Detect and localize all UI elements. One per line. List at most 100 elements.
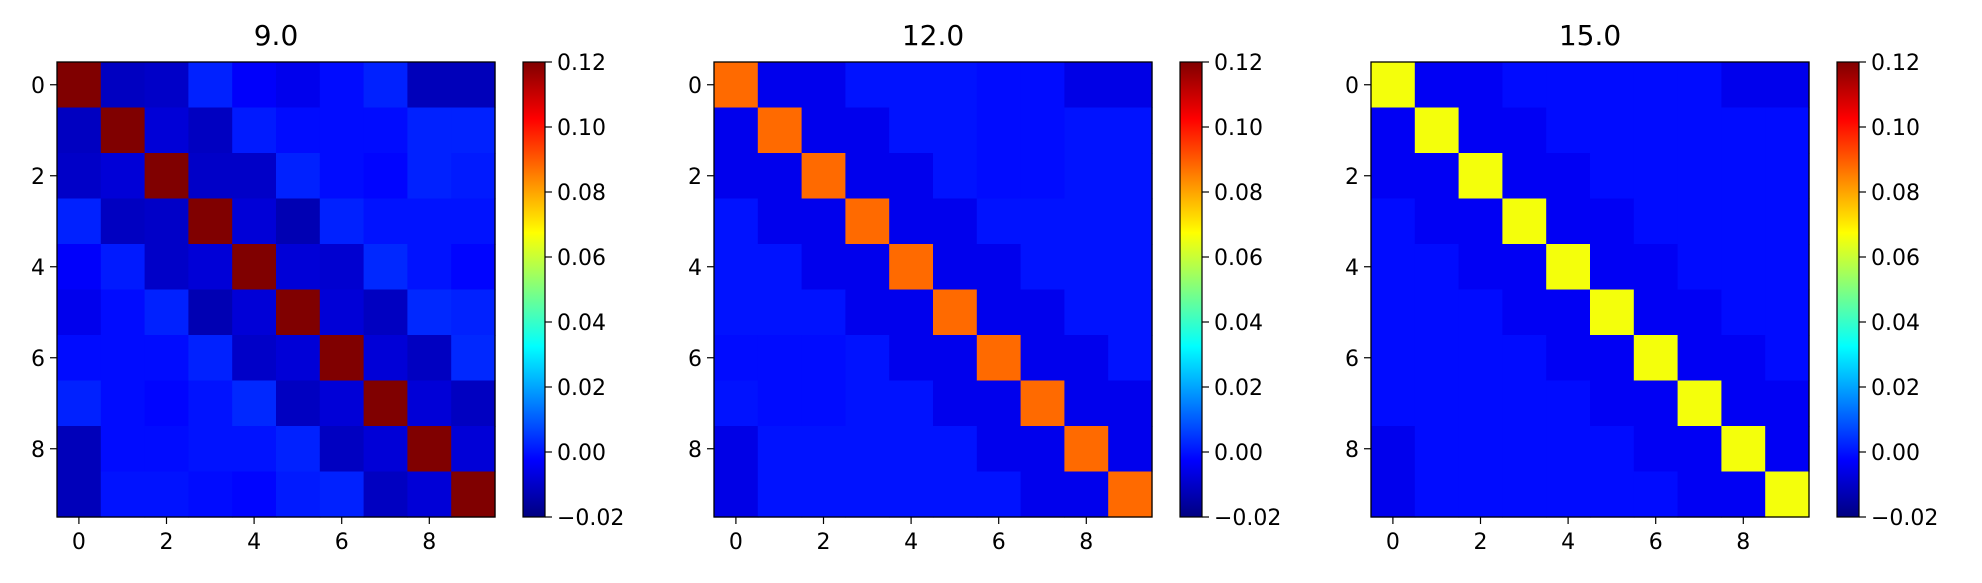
heatmap-cell bbox=[363, 198, 408, 245]
heatmap-cell bbox=[1371, 380, 1416, 427]
heatmap-cell bbox=[144, 471, 189, 518]
heatmap-cell bbox=[1020, 426, 1065, 473]
heatmap-cell bbox=[889, 244, 934, 291]
heatmap-cell bbox=[319, 62, 365, 109]
heatmap-cell bbox=[889, 62, 934, 109]
heatmap-cell bbox=[1546, 471, 1591, 518]
x-tick-label: 0 bbox=[72, 530, 86, 555]
heatmap-cell bbox=[1458, 471, 1503, 518]
heatmap-cell bbox=[714, 198, 759, 245]
heatmap-cell bbox=[1020, 153, 1065, 200]
heatmap-cell bbox=[1633, 198, 1679, 245]
x-tick-label: 8 bbox=[1736, 530, 1750, 555]
heatmap-cell bbox=[714, 426, 759, 473]
heatmap-cell bbox=[57, 380, 102, 427]
heatmap-cell bbox=[1371, 289, 1416, 336]
heatmap-cell bbox=[714, 289, 759, 336]
heatmap-cell bbox=[188, 244, 233, 291]
heatmap-cell bbox=[889, 198, 934, 245]
x-tick-label: 4 bbox=[247, 530, 261, 555]
heatmap-cell bbox=[1546, 198, 1591, 245]
colorbar-tick-label: 0.06 bbox=[1871, 246, 1920, 271]
heatmap-cell bbox=[363, 335, 408, 382]
colorbar-tick-label: 0.04 bbox=[557, 311, 606, 336]
heatmap-cell bbox=[1502, 426, 1547, 473]
x-tick-label: 0 bbox=[1386, 530, 1400, 555]
heatmap-cell bbox=[1020, 107, 1065, 154]
heatmap-cell bbox=[801, 426, 846, 473]
colorbar-tick-label: 0.10 bbox=[557, 116, 606, 141]
heatmap-cell bbox=[1064, 107, 1109, 154]
heatmap-cell bbox=[451, 244, 496, 291]
heatmap-cell bbox=[889, 380, 934, 427]
heatmap-cell bbox=[845, 380, 890, 427]
heatmap-cell bbox=[1546, 62, 1591, 109]
heatmap-cell bbox=[976, 198, 1022, 245]
heatmap-cell bbox=[144, 426, 189, 473]
heatmap-cell bbox=[407, 153, 452, 200]
heatmap-cell bbox=[1546, 153, 1591, 200]
heatmap-cell bbox=[1064, 198, 1109, 245]
heatmap-cell bbox=[1108, 62, 1153, 109]
heatmap-cell bbox=[1677, 62, 1722, 109]
heatmap-cell bbox=[1108, 107, 1153, 154]
heatmap-cell bbox=[1371, 62, 1416, 109]
x-tick-label: 8 bbox=[1079, 530, 1093, 555]
heatmap-cell bbox=[933, 198, 978, 245]
heatmap-cell bbox=[1371, 426, 1416, 473]
y-tick-label: 0 bbox=[1345, 74, 1359, 99]
heatmap-cell bbox=[188, 471, 233, 518]
heatmap-cell bbox=[276, 289, 321, 336]
heatmap-cell bbox=[845, 289, 890, 336]
heatmap-frame bbox=[56, 61, 496, 518]
y-tick-label: 4 bbox=[688, 256, 702, 281]
heatmap-cell bbox=[1633, 471, 1679, 518]
heatmap-cell bbox=[319, 471, 365, 518]
heatmap-cell bbox=[232, 335, 277, 382]
heatmap-cell bbox=[845, 426, 890, 473]
heatmap-cell bbox=[1765, 153, 1810, 200]
heatmap-cell bbox=[1590, 380, 1635, 427]
heatmap-cell bbox=[1677, 471, 1722, 518]
colorbar-tick-label: 0.04 bbox=[1214, 311, 1263, 336]
heatmap-panel-3: 15.0 0 2 4 6 8 0 2 4 6 8 0.12 0.10 0.08 0.06 0.04 0.02 0.… bbox=[1345, 19, 1938, 555]
heatmap-cell bbox=[100, 62, 146, 109]
y-tick-label: 0 bbox=[688, 74, 702, 99]
colorbar-frame bbox=[1179, 61, 1203, 518]
heatmap-cell bbox=[319, 426, 365, 473]
heatmap-cell bbox=[801, 244, 846, 291]
heatmap-cell bbox=[1414, 62, 1460, 109]
heatmap-cell bbox=[232, 153, 277, 200]
heatmap-cell bbox=[714, 62, 759, 109]
heatmap-cell bbox=[1414, 289, 1460, 336]
heatmap-cell bbox=[889, 289, 934, 336]
heatmap-cell bbox=[757, 62, 803, 109]
y-tick-label: 6 bbox=[31, 347, 45, 372]
heatmap-cell bbox=[801, 198, 846, 245]
heatmap-cell bbox=[1633, 335, 1679, 382]
heatmap-cell bbox=[714, 335, 759, 382]
heatmap-cell bbox=[451, 471, 496, 518]
heatmap-cell bbox=[1064, 380, 1109, 427]
heatmap-cell bbox=[1721, 198, 1766, 245]
heatmap-cell bbox=[1414, 335, 1460, 382]
heatmap-cell bbox=[1590, 471, 1635, 518]
heatmap-cell bbox=[100, 335, 146, 382]
colorbar-tick-label: 0.06 bbox=[1214, 246, 1263, 271]
heatmap-cell bbox=[57, 289, 102, 336]
heatmap-cell bbox=[319, 107, 365, 154]
heatmap-cell bbox=[1546, 426, 1591, 473]
heatmap-cell bbox=[1108, 198, 1153, 245]
heatmap-cell bbox=[1064, 153, 1109, 200]
heatmap-cell bbox=[319, 335, 365, 382]
heatmap-cell bbox=[933, 335, 978, 382]
heatmap-cell bbox=[451, 153, 496, 200]
heatmap-cell bbox=[451, 62, 496, 109]
heatmap-cell bbox=[407, 107, 452, 154]
colorbar-tick-label: 0.02 bbox=[557, 376, 606, 401]
heatmap-cell bbox=[276, 62, 321, 109]
heatmap-cell bbox=[1108, 335, 1153, 382]
heatmap-cell bbox=[144, 289, 189, 336]
heatmap-cell bbox=[1677, 198, 1722, 245]
heatmap-cell bbox=[1721, 244, 1766, 291]
